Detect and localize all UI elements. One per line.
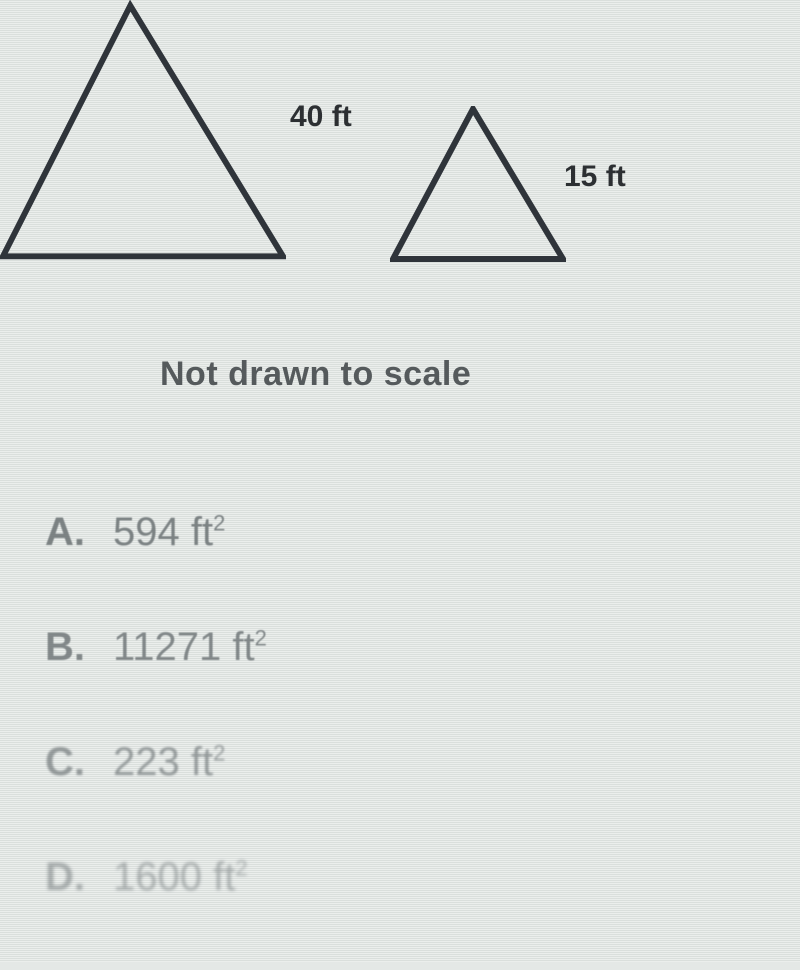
triangle-large-shape <box>3 6 283 257</box>
choice-c[interactable]: C. 223 ft2 <box>45 740 745 785</box>
choice-letter: A. <box>45 510 85 555</box>
figure-caption: Not drawn to scale <box>160 355 471 394</box>
figure-area: 40 ft 15 ft Not drawn to scale <box>0 0 800 360</box>
choice-letter: C. <box>45 740 85 785</box>
choice-value: 594 ft2 <box>113 510 225 555</box>
triangle-large <box>0 0 286 262</box>
choice-a[interactable]: A. 594 ft2 <box>45 510 745 555</box>
choice-value: 11271 ft2 <box>113 625 267 670</box>
choice-value: 1600 ft2 <box>113 855 248 900</box>
answer-choices: A. 594 ft2 B. 11271 ft2 C. 223 ft2 D. 16… <box>45 510 745 970</box>
choice-letter: D. <box>45 855 85 900</box>
choice-value: 223 ft2 <box>113 740 225 785</box>
triangle-large-side-label: 40 ft <box>290 100 352 134</box>
choice-b[interactable]: B. 11271 ft2 <box>45 625 745 670</box>
choice-d[interactable]: D. 1600 ft2 <box>45 855 745 900</box>
triangle-small-shape <box>393 109 563 259</box>
triangle-small-side-label: 15 ft <box>564 160 626 194</box>
triangle-small <box>390 106 566 262</box>
choice-letter: B. <box>45 625 85 670</box>
